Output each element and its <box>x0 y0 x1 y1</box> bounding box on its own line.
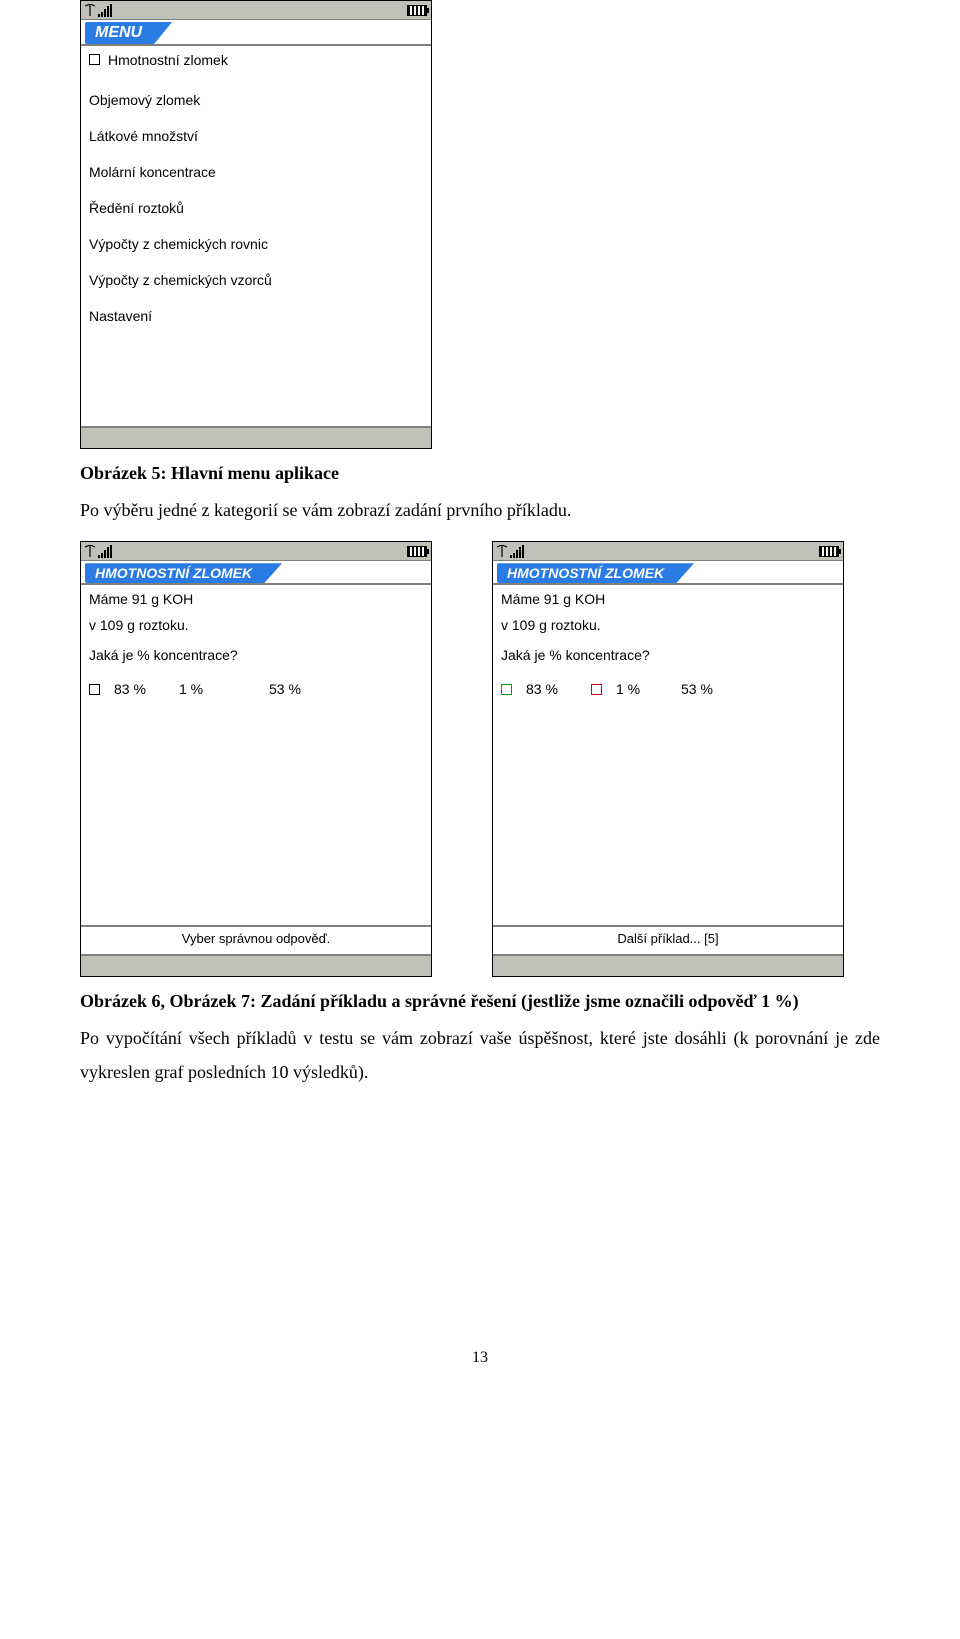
screen-title-bar: HMOTNOSTNÍ ZLOMEK <box>81 561 431 585</box>
signal-icon <box>510 545 524 558</box>
question-screenshot: HMOTNOSTNÍ ZLOMEK Máme 91 g KOH v 109 g … <box>80 541 432 977</box>
question-line: Jaká je % koncentrace? <box>89 647 423 677</box>
checkbox-icon <box>89 684 100 695</box>
signal-icon <box>98 4 112 17</box>
status-bar <box>493 542 843 561</box>
question-line: Máme 91 g KOH <box>501 589 835 617</box>
softkey-bar <box>493 954 843 976</box>
battery-icon <box>819 546 839 557</box>
answer-option[interactable]: 53 % <box>269 681 329 697</box>
menu-item-label: Objemový zlomek <box>89 92 200 108</box>
wrong-checkbox-icon <box>591 684 602 695</box>
body-paragraph: Po výběru jedné z kategorií se vám zobra… <box>80 494 880 527</box>
softkey-bar <box>81 426 431 448</box>
screen-title-bar: HMOTNOSTNÍ ZLOMEK <box>493 561 843 585</box>
question-line: v 109 g roztoku. <box>89 617 423 647</box>
status-line: Další příklad... [5] <box>493 925 843 954</box>
figure-caption: Obrázek 5: Hlavní menu aplikace <box>80 463 880 484</box>
menu-item[interactable]: Hmotnostní zlomek <box>89 50 423 86</box>
answer-label: 1 % <box>179 681 203 697</box>
status-text: Další příklad... [5] <box>617 931 718 946</box>
status-line: Vyber správnou odpověď. <box>81 925 431 954</box>
status-bar <box>81 1 431 20</box>
answer-label: 1 % <box>616 681 640 697</box>
menu-item[interactable]: Objemový zlomek <box>89 86 423 122</box>
menu-screenshot: MENU Hmotnostní zlomek Objemový zlomek L… <box>80 0 432 449</box>
menu-item-label: Látkové množství <box>89 128 198 144</box>
softkey-bar <box>81 954 431 976</box>
answer-option[interactable]: 53 % <box>681 681 741 697</box>
answer-option-correct[interactable]: 83 % <box>501 681 561 697</box>
body-paragraph: Po vypočítání všech příkladů v testu se … <box>80 1022 880 1089</box>
screen-title: HMOTNOSTNÍ ZLOMEK <box>85 563 282 583</box>
answer-option-selected-wrong[interactable]: 1 % <box>591 681 651 697</box>
battery-icon <box>407 546 427 557</box>
antenna-icon <box>497 545 507 557</box>
status-bar <box>81 542 431 561</box>
menu-item[interactable]: Ředění roztoků <box>89 194 423 230</box>
screen-title: HMOTNOSTNÍ ZLOMEK <box>497 563 694 583</box>
signal-icon <box>98 545 112 558</box>
figure-caption: Obrázek 6, Obrázek 7: Zadání příkladu a … <box>80 991 880 1012</box>
question-line: Jaká je % koncentrace? <box>501 647 835 677</box>
answer-label: 53 % <box>269 681 301 697</box>
menu-item-label: Ředění roztoků <box>89 200 184 216</box>
question-line: Máme 91 g KOH <box>89 589 423 617</box>
page-number: 13 <box>80 1349 880 1367</box>
menu-item[interactable]: Molární koncentrace <box>89 158 423 194</box>
antenna-icon <box>85 545 95 557</box>
menu-item-label: Výpočty z chemických rovnic <box>89 236 268 252</box>
menu-item[interactable]: Výpočty z chemických vzorců <box>89 266 423 302</box>
screen-title-bar: MENU <box>81 20 431 46</box>
menu-item[interactable]: Nastavení <box>89 302 423 338</box>
correct-checkbox-icon <box>501 684 512 695</box>
answer-label: 53 % <box>681 681 713 697</box>
question-line: v 109 g roztoku. <box>501 617 835 647</box>
menu-item[interactable]: Výpočty z chemických rovnic <box>89 230 423 266</box>
checkbox-icon <box>89 54 100 65</box>
menu-item[interactable]: Látkové množství <box>89 122 423 158</box>
menu-item-label: Molární koncentrace <box>89 164 216 180</box>
answer-option[interactable]: 83 % <box>89 681 149 697</box>
answer-option[interactable]: 1 % <box>179 681 239 697</box>
status-text: Vyber správnou odpověď. <box>182 931 330 946</box>
battery-icon <box>407 5 427 16</box>
antenna-icon <box>85 4 95 16</box>
menu-item-label: Nastavení <box>89 308 152 324</box>
menu-item-label: Hmotnostní zlomek <box>108 52 228 68</box>
answer-screenshot: HMOTNOSTNÍ ZLOMEK Máme 91 g KOH v 109 g … <box>492 541 844 977</box>
answer-label: 83 % <box>526 681 558 697</box>
menu-item-label: Výpočty z chemických vzorců <box>89 272 272 288</box>
screen-title: MENU <box>85 22 172 44</box>
answer-label: 83 % <box>114 681 146 697</box>
